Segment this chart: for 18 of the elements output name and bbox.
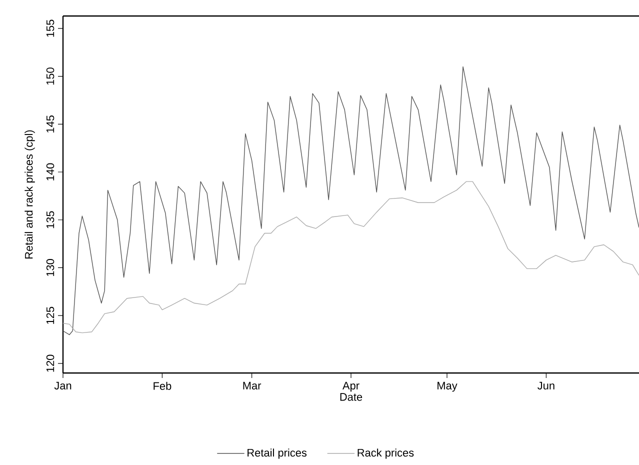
x-tick-label: Mar (243, 382, 262, 390)
legend-label: Retail prices (248, 448, 307, 459)
y-tick-label: 120 (46, 354, 54, 372)
x-tick-label: Jan (54, 382, 72, 390)
y-tick-label: 135 (46, 211, 54, 228)
y-tick-label: 130 (46, 259, 54, 276)
y-tick-label: 150 (46, 68, 54, 85)
y-tick-label: 140 (46, 163, 54, 180)
x-tick-label: Apr (342, 382, 360, 392)
y-tick-label: 125 (46, 306, 54, 324)
x-tick-label: Feb (154, 382, 172, 390)
y-tick-label: 155 (46, 20, 54, 37)
y-tick-label: 145 (46, 115, 54, 132)
x-axis-title: Date (340, 393, 362, 401)
y-axis-title: Retail and rack prices (cpl) (24, 130, 35, 258)
legend-label: Rack prices (358, 448, 414, 459)
x-tick-label: Jun (538, 382, 554, 390)
x-tick-label: May (438, 382, 458, 392)
